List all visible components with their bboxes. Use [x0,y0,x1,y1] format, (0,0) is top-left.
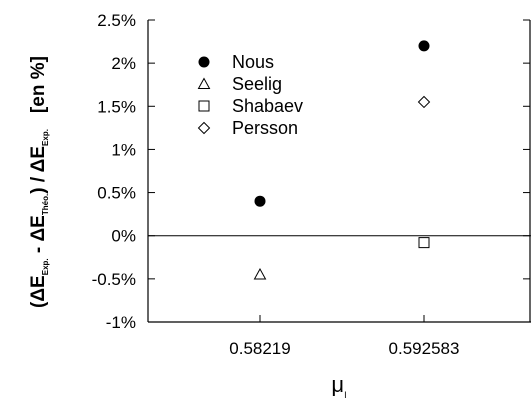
legend-label: Shabaev [232,96,303,116]
data-point [418,40,430,52]
y-tick-label: 1.5% [97,97,136,116]
data-point [417,95,431,109]
y-tick-label: 0% [111,227,136,246]
y-tick-label: 0.5% [97,184,136,203]
legend-label: Seelig [232,74,282,94]
x-tick-label: 0.592583 [389,339,460,358]
y-tick-label: -1% [106,313,136,332]
y-tick-label: 2% [111,54,136,73]
y-tick-label: -0.5% [92,270,136,289]
legend-marker [198,56,210,68]
legend-marker [197,77,211,89]
y-axis-label: (ΔEExp. - ΔEThéo.) / ΔEExp.[en %] [28,56,50,308]
legend-marker [197,121,211,135]
data-point [418,237,430,249]
data-point [253,268,267,280]
x-axis-label: μI [331,372,346,400]
legend-label: Persson [232,118,298,138]
y-tick-label: 2.5% [97,11,136,30]
data-point [254,195,266,207]
legend-label: Nous [232,52,274,72]
legend-marker [198,100,210,112]
plot-area: -1% -0.5% 0% 0.5% 1% 1.5% 2% 2.5% 0.58219 0.59258… [92,11,531,358]
y-tick-label: 1% [111,140,136,159]
x-tick-label: 0.58219 [229,339,290,358]
